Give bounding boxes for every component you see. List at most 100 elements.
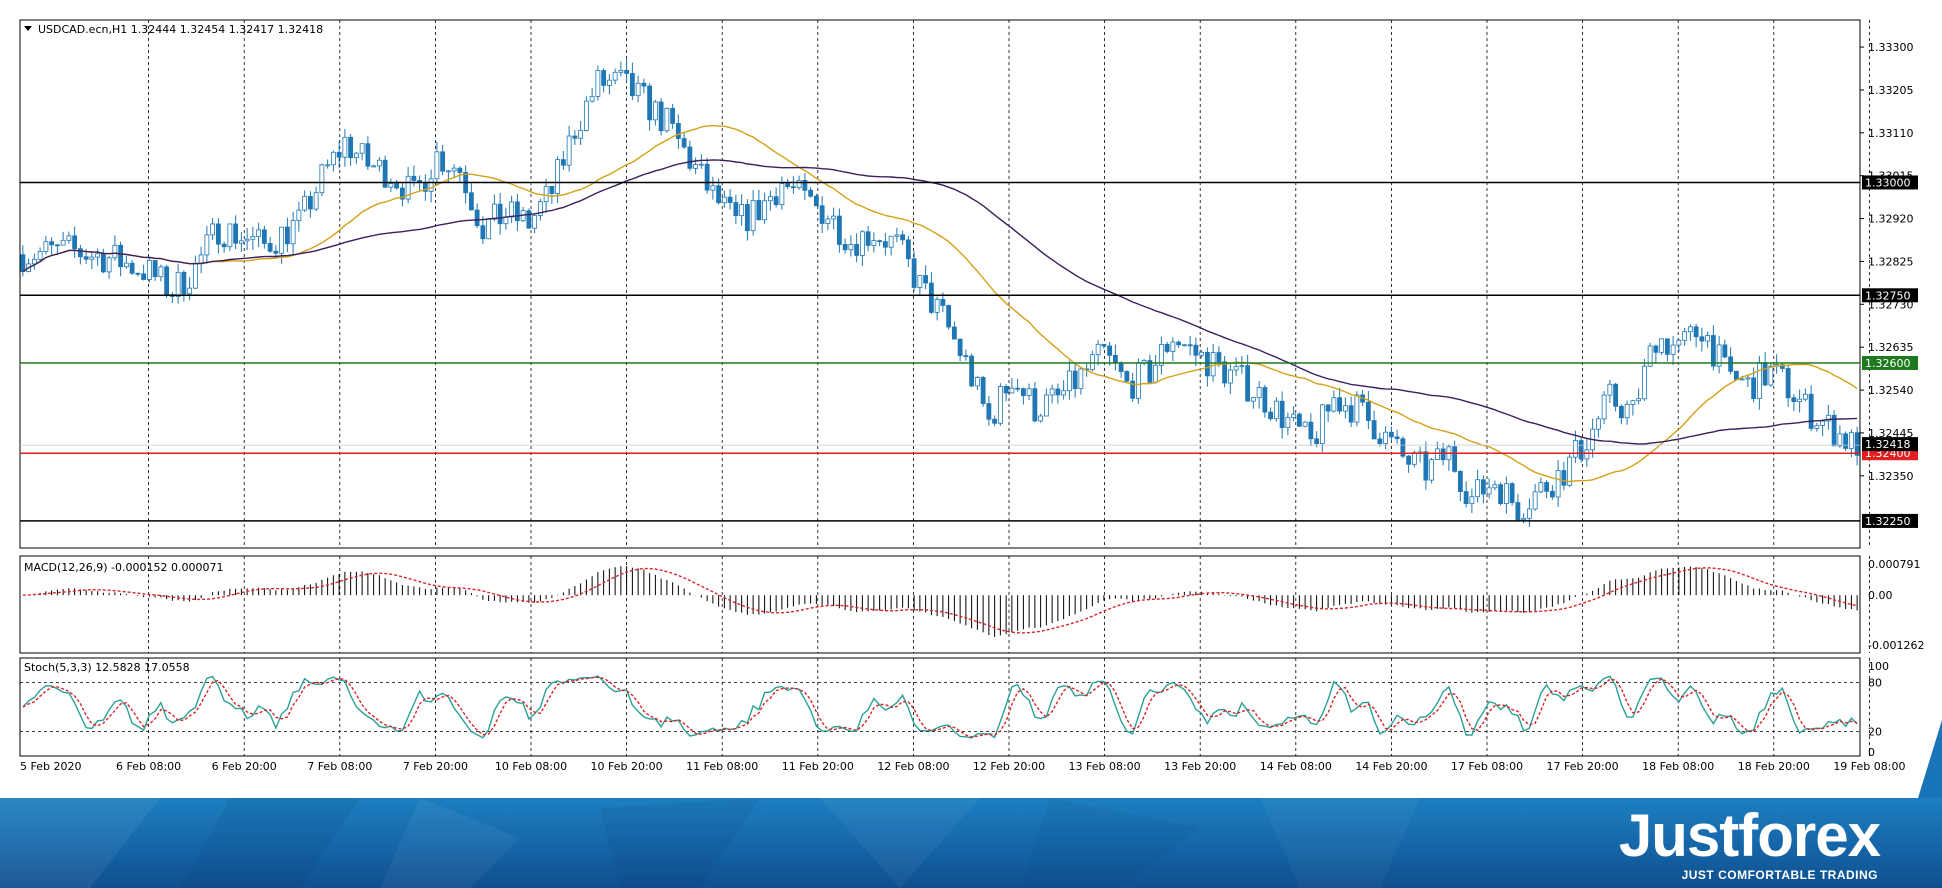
stoch-pane: [19, 657, 1861, 757]
candle: [1285, 417, 1291, 429]
symbol-header: USDCAD.ecn,H1 1.32444 1.32454 1.32417 1.…: [38, 23, 323, 36]
candle: [1130, 380, 1136, 399]
time-tick-label: 7 Feb 20:00: [403, 760, 468, 773]
candle: [1003, 385, 1009, 394]
candle: [1383, 431, 1389, 444]
level-tag-label: 1.32600: [1865, 357, 1911, 370]
candle: [710, 185, 716, 191]
price-tick-label: 1.32920: [1868, 213, 1914, 226]
candle: [1555, 470, 1561, 498]
candle: [1204, 351, 1210, 377]
candle: [1854, 432, 1860, 456]
candle: [1135, 362, 1141, 399]
candle: [992, 418, 998, 424]
candle: [1544, 482, 1550, 492]
price-pane: [19, 19, 1861, 549]
candle: [302, 196, 308, 211]
candle: [698, 163, 704, 166]
candle: [1227, 369, 1233, 384]
candle: [578, 130, 584, 139]
level-tag-label: 1.33000: [1865, 176, 1911, 189]
candle: [894, 234, 900, 237]
chart-canvas: 5 Feb 2020 6 Feb 08:00 6 Feb 20:00 7 Feb 08…: [19, 19, 1924, 773]
candle: [606, 79, 612, 86]
candle: [1072, 370, 1078, 390]
candle: [543, 185, 549, 203]
time-tick-label: 12 Feb 20:00: [973, 760, 1045, 773]
candle: [1124, 371, 1130, 382]
price-tick-label: 1.32635: [1868, 341, 1914, 354]
candle: [704, 163, 710, 191]
candle: [440, 151, 446, 172]
macd-signal-line: [22, 567, 1858, 634]
candle: [1480, 479, 1486, 495]
candle: [100, 253, 106, 273]
candle: [1572, 440, 1578, 458]
candle: [290, 220, 296, 245]
candle: [997, 385, 1003, 424]
candle: [1061, 390, 1067, 396]
candle: [779, 183, 785, 206]
candle: [279, 226, 285, 254]
level-tag: [1862, 175, 1918, 190]
candle: [1199, 351, 1205, 356]
time-tick-label: 5 Feb 2020: [20, 760, 81, 773]
candle: [888, 235, 894, 248]
candle: [158, 266, 164, 278]
candle: [549, 185, 555, 194]
candle: [359, 143, 365, 154]
candle: [940, 298, 946, 306]
time-tick-label: 13 Feb 20:00: [1164, 760, 1236, 773]
candle: [1820, 420, 1826, 426]
candle: [687, 146, 693, 169]
candle: [474, 209, 480, 227]
time-tick-label: 18 Feb 20:00: [1738, 760, 1810, 773]
candle: [831, 215, 837, 220]
candle: [1687, 326, 1693, 333]
candle: [1682, 331, 1688, 341]
candle: [1808, 393, 1814, 429]
candle: [192, 263, 198, 289]
time-tick-label: 17 Feb 08:00: [1451, 760, 1523, 773]
candle: [365, 143, 371, 167]
price-tick-label: 1.33110: [1868, 127, 1914, 140]
candle: [54, 244, 60, 247]
candle: [371, 165, 377, 168]
candle: [457, 167, 463, 173]
macd-tick-label: -0.001262: [1868, 639, 1924, 652]
footer-banner: Justforex JUST COMFORTABLE TRADING: [0, 798, 1942, 888]
candle: [1728, 356, 1734, 372]
candle: [785, 183, 791, 188]
candle: [1521, 517, 1527, 521]
candle: [1296, 413, 1302, 427]
candle: [693, 164, 699, 169]
candle: [112, 244, 118, 259]
candle: [1641, 365, 1647, 400]
candle: [1429, 459, 1435, 481]
candle: [1647, 345, 1653, 367]
candle: [123, 262, 129, 268]
candle: [1089, 354, 1095, 371]
candle: [1216, 352, 1222, 363]
candle: [405, 175, 411, 200]
candle: [1848, 432, 1854, 449]
candle: [1843, 433, 1849, 449]
brand-logo: Justforex: [1618, 802, 1881, 869]
time-tick-label: 10 Feb 20:00: [591, 760, 663, 773]
candle: [307, 196, 313, 210]
time-tick-label: 7 Feb 08:00: [307, 760, 372, 773]
candle: [595, 70, 601, 97]
candle: [152, 260, 158, 278]
candle: [900, 234, 906, 241]
candle: [537, 201, 543, 216]
candle: [1210, 352, 1216, 377]
candle: [1693, 326, 1699, 338]
candle: [146, 260, 152, 280]
candle: [1498, 484, 1504, 504]
candle: [1762, 362, 1768, 386]
candle: [1187, 344, 1193, 347]
candle: [756, 200, 762, 221]
candle: [394, 183, 400, 189]
candle: [1411, 452, 1417, 465]
candle: [572, 135, 578, 139]
